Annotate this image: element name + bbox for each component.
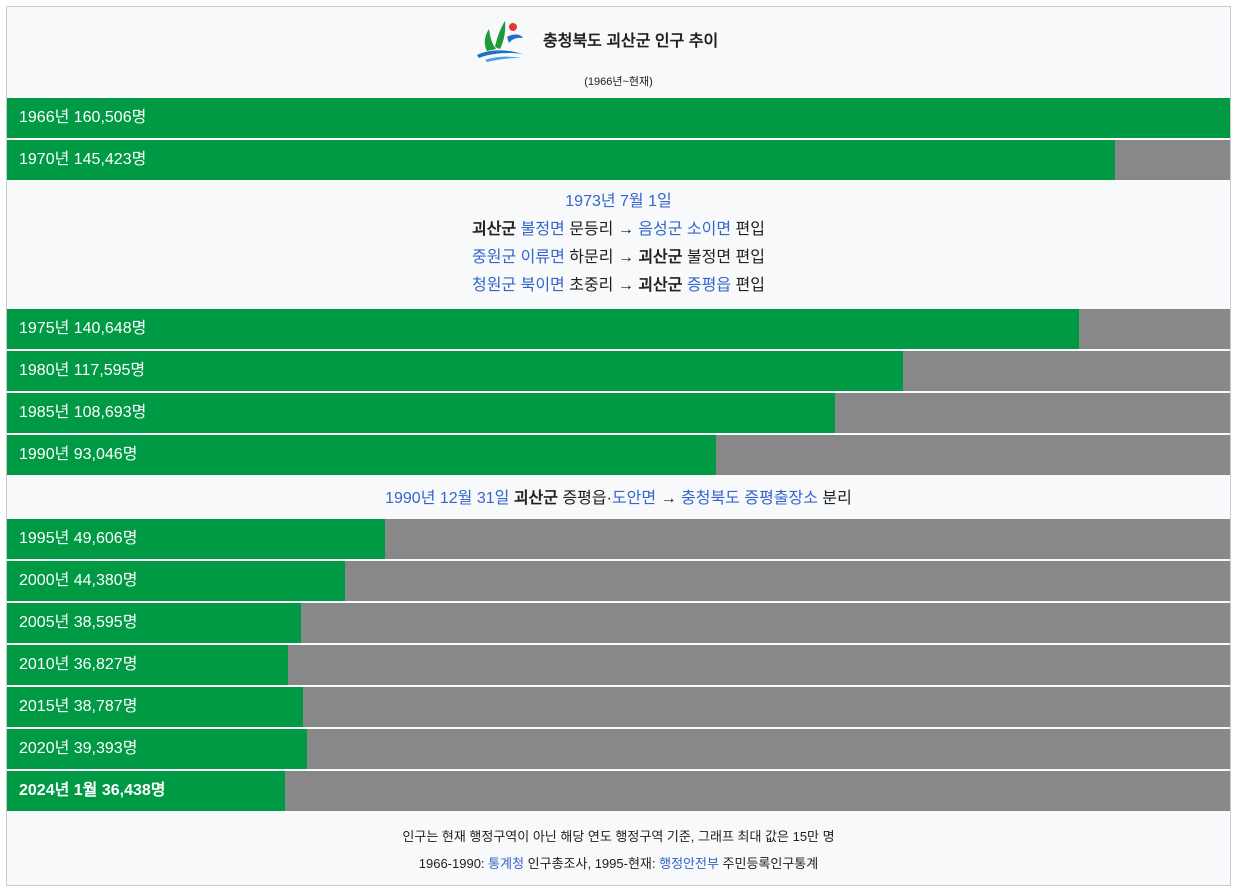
bar-fill [7, 729, 307, 769]
bar-label: 2010년 36,827명 [19, 656, 138, 673]
chart-subtitle: (1966년~현재) [584, 76, 653, 88]
note-1990-office-link[interactable]: 증평출장소 [744, 490, 818, 507]
footer-statistics-korea-link[interactable]: 통계청 [488, 856, 525, 871]
bar-fill [7, 687, 303, 727]
bar-fill [7, 98, 1230, 138]
bar-row: 1980년 117,595명 [7, 351, 1230, 391]
note-1990-province-link[interactable]: 충청북도 [681, 490, 740, 507]
note-1973-l1-dest-town-link[interactable]: 소이면 [686, 221, 732, 238]
bar-row: 2000년 44,380명 [7, 561, 1230, 601]
note-1973-l1-action: 편입 [735, 221, 765, 238]
note-1990-town: 증평읍· [562, 490, 612, 507]
chart-footer: 인구는 현재 행정구역이 아닌 해당 연도 행정구역 기준, 그래프 최대 값은… [7, 823, 1230, 877]
bar-row: 1990년 93,046명 [7, 435, 1230, 475]
note-1973-l2-dest-county: 괴산군 [638, 249, 683, 266]
bar-label: 1970년 145,423명 [19, 151, 147, 168]
bar-row: 1985년 108,693명 [7, 393, 1230, 433]
note-1990-action: 분리 [822, 490, 852, 507]
bar-label: 1985년 108,693명 [19, 404, 147, 421]
bar-fill [7, 771, 285, 811]
chart-title: 충청북도 괴산군 인구 추이 [543, 33, 719, 50]
bar-fill [7, 645, 288, 685]
bar-fill [7, 519, 385, 559]
bar-fill [7, 309, 1079, 349]
bar-fill [7, 435, 716, 475]
note-1990-county: 괴산군 [513, 490, 558, 507]
footer-basis-note: 인구는 현재 행정구역이 아닌 해당 연도 행정구역 기준, 그래프 최대 값은… [402, 829, 835, 844]
note-1990-doan-link[interactable]: 도안면 [611, 490, 657, 507]
note-1990-arrow: → [660, 490, 677, 507]
bar-row: 2024년 1월 36,438명 [7, 771, 1230, 811]
note-1973-l2-action: 불정면 편입 [686, 249, 765, 266]
chart-header: 충청북도 괴산군 인구 추이 (1966년~현재) [7, 7, 1230, 98]
bar-label: 1966년 160,506명 [19, 109, 147, 126]
goesan-county-logo-icon [477, 21, 523, 62]
bar-row: 1975년 140,648명 [7, 309, 1230, 349]
bar-row: 2015년 38,787명 [7, 687, 1230, 727]
note-1973-l3-dest-town-link[interactable]: 증평읍 [686, 277, 732, 294]
note-1990: 1990년 12월 31일 괴산군 증평읍·도안면 → 충청북도 증평출장소 분… [7, 485, 1230, 513]
bar-fill [7, 393, 835, 433]
bar-row: 2005년 38,595명 [7, 603, 1230, 643]
note-1973-l2-village: 하문리 → [569, 249, 634, 266]
bar-label: 2015년 38,787명 [19, 698, 138, 715]
note-1973-l3-county-link[interactable]: 청원군 [471, 277, 517, 294]
bar-label: 1975년 140,648명 [19, 320, 147, 337]
note-1973-l2-town-link[interactable]: 이류면 [520, 249, 565, 266]
note-1973-l3-dest-county: 괴산군 [638, 277, 683, 294]
bar-label: 1990년 93,046명 [19, 446, 138, 463]
note-1973-l1-village: 문등리 → [569, 221, 634, 238]
note-1973-l1-town-link[interactable]: 불정면 [520, 221, 565, 238]
bar-label: 2005년 38,595명 [19, 614, 138, 631]
note-1973-l1-county: 괴산군 [471, 221, 517, 238]
footer-mois-link[interactable]: 행정안전부 [659, 856, 719, 871]
note-1990-date-link[interactable]: 1990년 12월 31일 [385, 490, 510, 507]
footer-src-period-1: 1966-1990: [418, 856, 485, 871]
footer-src-period-2: 인구총조사, 1995-현재: [527, 856, 656, 871]
bar-fill [7, 351, 903, 391]
bar-fill [7, 603, 301, 643]
bar-row: 1970년 145,423명 [7, 140, 1230, 180]
footer-src-name: 주민등록인구통계 [722, 856, 819, 871]
note-1973-date-link[interactable]: 1973년 7월 1일 [565, 193, 672, 210]
bar-row: 1995년 49,606명 [7, 519, 1230, 559]
note-1973-l2-county-link[interactable]: 중원군 [472, 249, 517, 266]
bar-fill [7, 561, 345, 601]
bar-row: 2010년 36,827명 [7, 645, 1230, 685]
note-1973-l3-town-link[interactable]: 북이면 [520, 277, 565, 294]
bar-label: 1980년 117,595명 [19, 362, 146, 379]
bar-row: 2020년 39,393명 [7, 729, 1230, 769]
note-1973: 1973년 7월 1일 괴산군 불정면 문등리 → 음성군 소이면 편입 중원군… [7, 188, 1230, 300]
note-1973-l3-action: 편입 [735, 277, 765, 294]
bar-label: 1995년 49,606명 [19, 530, 138, 547]
bar-row: 1966년 160,506명 [7, 98, 1230, 138]
bar-label: 2000년 44,380명 [19, 572, 138, 589]
note-1973-l3-village: 초중리 → [569, 277, 634, 294]
bar-label: 2020년 39,393명 [19, 740, 138, 757]
bar-fill [7, 140, 1115, 180]
bar-label: 2024년 1월 36,438명 [19, 782, 166, 799]
population-infobox: 충청북도 괴산군 인구 추이 (1966년~현재) 1966년 160,506명… [6, 6, 1231, 886]
note-1973-l1-dest-county-link[interactable]: 음성군 [638, 221, 683, 238]
